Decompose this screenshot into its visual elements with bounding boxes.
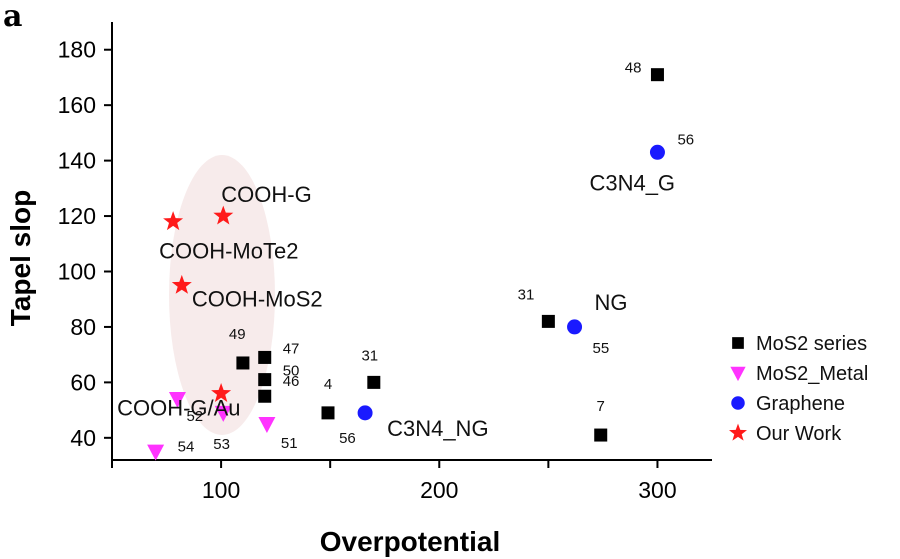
graphene-point [649,144,665,160]
ref-number-label: 54 [178,439,195,456]
annotation-label: COOH-G/Au [117,395,240,420]
legend-marker-mos2-metal [730,366,746,382]
ref-number-label: 50 [283,363,300,380]
annotation-label: COOH-MoTe2 [159,239,298,264]
ref-number-label: 56 [677,131,694,148]
annotation-label: C3N4_G [589,170,675,195]
mos2-series-point [321,406,335,420]
mos2-series-point [258,373,272,387]
ref-number-label: 31 [361,347,378,364]
panel-label: a [3,0,22,34]
ref-number-label: 48 [625,60,642,77]
axes: 40 60 80 100 120 140 160 180 100 200 300 [58,22,712,503]
y-tick-label: 60 [70,369,96,395]
annotation-label: C3N4_NG [387,416,488,441]
ref-number-label: 31 [518,286,535,303]
graphene-point [567,319,583,335]
annotation-label: COOH-G [221,182,311,207]
annotation-label: NG [595,290,628,315]
mos2-series-point [367,375,381,389]
y-tick-label: 120 [58,203,96,229]
legend-label: MoS2_Metal [756,363,868,385]
our-work-point [213,205,234,225]
legend-label: MoS2 series [756,333,867,355]
ref-number-label: 7 [597,398,605,415]
x-tick-label: 100 [202,477,240,503]
data-points [147,68,665,461]
annotation-label: COOH-MoS2 [192,286,323,311]
x-tick-label: 300 [638,477,676,503]
mos2-metal-point [147,444,165,461]
y-tick-label: 40 [70,425,96,451]
legend-label: Our Work [756,423,842,445]
ref-number-label: 47 [283,340,300,357]
our-work-point [211,383,232,402]
y-tick-label: 160 [58,92,96,118]
ref-number-label: 4 [324,376,332,393]
mos2-series-point [594,428,608,442]
x-tick-label: 200 [420,477,458,503]
mos2-metal-point [168,392,186,409]
x-axis-title: Overpotential [320,526,500,557]
y-tick-label: 80 [70,314,96,340]
graphene-point [357,405,373,421]
mos2-series-point [258,350,272,364]
our-work-point [171,274,192,294]
ref-number-label: 46 [283,373,300,390]
legend-marker-graphene [731,396,745,410]
legend: MoS2 series MoS2_Metal Graphene Our Work [729,333,868,445]
y-tick-label: 140 [58,148,96,174]
mos2-series-point [650,68,664,82]
mos2-metal-point [258,416,276,433]
ref-number-label: 56 [339,430,356,447]
ref-number-label: 51 [281,435,298,452]
y-tick-label: 180 [58,37,96,63]
ref-number-label: 55 [593,340,610,357]
y-axis-title: Tapel slop [5,190,36,326]
legend-label: Graphene [756,393,845,415]
mos2-series-point [258,389,272,403]
legend-marker-mos2-series [732,337,744,349]
y-tick-label: 100 [58,258,96,284]
ref-number-label: 52 [186,408,203,425]
mos2-series-point [541,314,555,328]
legend-marker-our-work [729,423,747,441]
ref-number-label: 53 [213,436,230,453]
our-work-point [163,211,184,231]
ref-number-label: 49 [229,326,246,343]
mos2-series-point [236,356,250,370]
mos2-metal-point [214,405,232,422]
